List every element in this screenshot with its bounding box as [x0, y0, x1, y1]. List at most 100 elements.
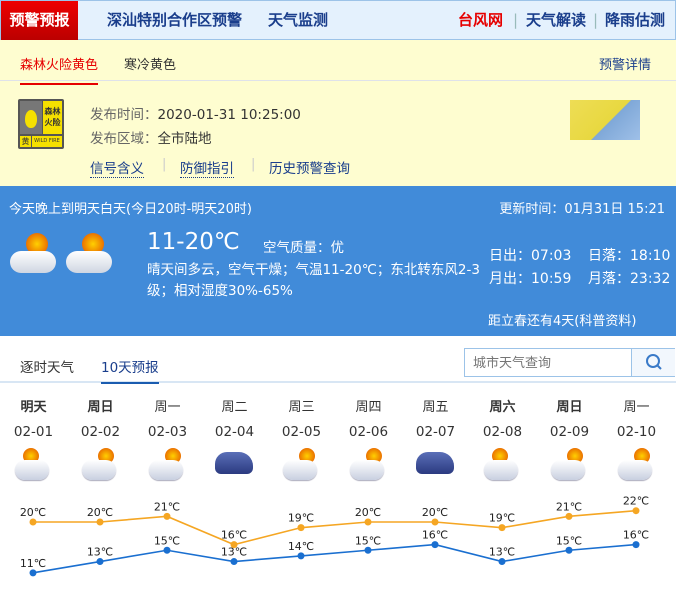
history-warning-link[interactable]: 历史预警查询 [269, 161, 350, 177]
low-temp-point [431, 541, 439, 549]
nav-weather-monitor[interactable]: 天气监测 [268, 11, 329, 29]
city-search-input[interactable] [465, 349, 631, 376]
tab-10-day[interactable]: 10天预报 [101, 356, 159, 384]
day-name: 周日 [556, 400, 583, 415]
partly-cloudy-icon [281, 446, 321, 486]
day-name: 周五 [422, 400, 449, 415]
nav-weather-interpretation[interactable]: 天气解读 [526, 11, 587, 29]
temperature-range: 11-20℃ [147, 229, 240, 255]
low-temp-point [163, 546, 171, 554]
warning-icon-level: 黄 [20, 136, 31, 147]
low-temp-label: 15℃ [355, 534, 381, 547]
day-date: 02-05 [281, 424, 322, 440]
update-time: 更新时间：01月31日 15:21 [499, 202, 665, 217]
day-date: 02-09 [549, 424, 590, 440]
sunset: 日落：18:10 [588, 248, 671, 264]
day-name: 周一 [623, 400, 650, 415]
day-date: 02-01 [13, 424, 54, 440]
low-temp-label: 14℃ [288, 540, 314, 553]
search-button[interactable] [631, 349, 675, 376]
city-search [464, 348, 675, 377]
low-temp-label: 16℃ [623, 529, 649, 542]
high-temp-point [163, 512, 171, 520]
high-temp-point [297, 524, 305, 532]
warning-area-map[interactable] [570, 100, 640, 140]
day-date: 02-10 [616, 424, 657, 440]
sunrise: 日出：07:03 [489, 248, 572, 264]
day-date: 02-07 [415, 424, 456, 440]
high-temp-point [498, 524, 506, 532]
issue-time: 发布时间：2020-01-31 10:25:00 [90, 107, 301, 123]
warning-icon-title: 森林火险 [43, 101, 62, 134]
overcast-icon [215, 452, 253, 474]
top-nav: 预警预报 深汕特别合作区预警 天气监测 台风网 | 天气解读 | 降雨估测 [0, 0, 676, 40]
warning-panel: 森林火险黄色 寒冷黄色 预警详情 [0, 40, 676, 186]
low-temp-point [297, 552, 305, 560]
nav-shenshan-warning[interactable]: 深汕特别合作区预警 [107, 11, 243, 29]
low-temp-point [498, 558, 506, 566]
partly-cloudy-icon [147, 446, 187, 486]
sun-cloud-icon [13, 446, 53, 486]
day-name: 周二 [221, 400, 248, 415]
low-temp-label: 13℃ [87, 546, 113, 559]
day-name: 周日 [87, 400, 114, 415]
low-temp-label: 11℃ [20, 557, 46, 570]
high-temp-label: 22℃ [623, 495, 649, 508]
high-temp-point [431, 518, 439, 526]
link-divider: | [162, 157, 167, 172]
high-temp-label: 19℃ [288, 512, 314, 525]
high-temp-point [29, 518, 37, 526]
defense-guide-link[interactable]: 防御指引 [180, 157, 234, 178]
signal-meaning-link[interactable]: 信号含义 [90, 157, 144, 178]
moonrise: 月出：10:59 [489, 271, 572, 287]
moonset: 月落：23:32 [588, 271, 671, 287]
low-temp-line [32, 543, 637, 574]
tab-hourly[interactable]: 逐时天气 [20, 360, 74, 376]
high-temp-label: 20℃ [87, 506, 113, 519]
high-temp-label: 19℃ [489, 512, 515, 525]
weather-summary: 今天晚上到明天白天(今日20时-明天20时) 更新时间：01月31日 15:21… [0, 186, 676, 336]
warning-tabs: 森林火险黄色 寒冷黄色 预警详情 [0, 40, 676, 85]
nav-divider: | [593, 11, 599, 29]
low-temp-label: 15℃ [154, 534, 180, 547]
link-divider: | [251, 157, 256, 172]
tab-cold-yellow[interactable]: 寒冷黄色 [124, 58, 177, 73]
low-temp-point [96, 558, 104, 566]
partly-cloudy-icon [549, 446, 589, 486]
warning-icon-en: WILD FIRE [32, 136, 62, 147]
day-date: 02-04 [214, 424, 255, 440]
day-date: 02-02 [80, 424, 121, 440]
warning-details-link[interactable]: 预警详情 [599, 58, 652, 73]
day-name: 周三 [288, 400, 315, 415]
high-temp-label: 20℃ [355, 506, 381, 519]
forecast-tabs: 逐时天气 10天预报 [0, 336, 676, 384]
high-temp-line [33, 509, 637, 546]
temperature-chart: 20℃ 20℃ 21℃ 16℃ 19℃ 20℃ 20℃ 19℃ 21℃ 22℃ 11℃ 13℃ 15℃ 1… [20, 495, 649, 577]
high-temp-point [230, 541, 238, 549]
forest-fire-warning-icon: 森林火险 黄 WILD FIRE [18, 99, 64, 149]
high-temp-point [565, 512, 573, 520]
nav-warning-forecast[interactable]: 预警预报 [1, 1, 78, 40]
nav-divider: | [513, 11, 519, 29]
forecast-period: 今天晚上到明天白天(今日20时-明天20时) [9, 202, 252, 217]
high-temp-label: 16℃ [221, 529, 247, 542]
partly-cloudy-icon [348, 446, 388, 486]
sun-cloud-icon [66, 231, 114, 276]
high-temp-label: 20℃ [422, 506, 448, 519]
solar-term-link[interactable]: 距立春还有4天(科普资料) [488, 314, 637, 329]
high-temp-label: 21℃ [556, 500, 582, 513]
sun-cloud-icon [482, 446, 522, 486]
nav-rain-estimate[interactable]: 降雨估测 [605, 11, 666, 29]
high-temp-point [364, 518, 372, 526]
high-temp-label: 21℃ [154, 500, 180, 513]
tab-forest-fire-yellow[interactable]: 森林火险黄色 [20, 54, 99, 85]
low-temp-label: 13℃ [221, 546, 247, 559]
partly-cloudy-icon [616, 446, 656, 486]
low-temp-point [230, 558, 238, 566]
high-temp-label: 20℃ [20, 506, 46, 519]
nav-typhoon[interactable]: 台风网 [458, 11, 504, 29]
day-name: 周四 [355, 400, 382, 415]
low-temp-label: 16℃ [422, 529, 448, 542]
sun-cloud-icon [10, 231, 58, 276]
day-name: 周一 [154, 400, 181, 415]
